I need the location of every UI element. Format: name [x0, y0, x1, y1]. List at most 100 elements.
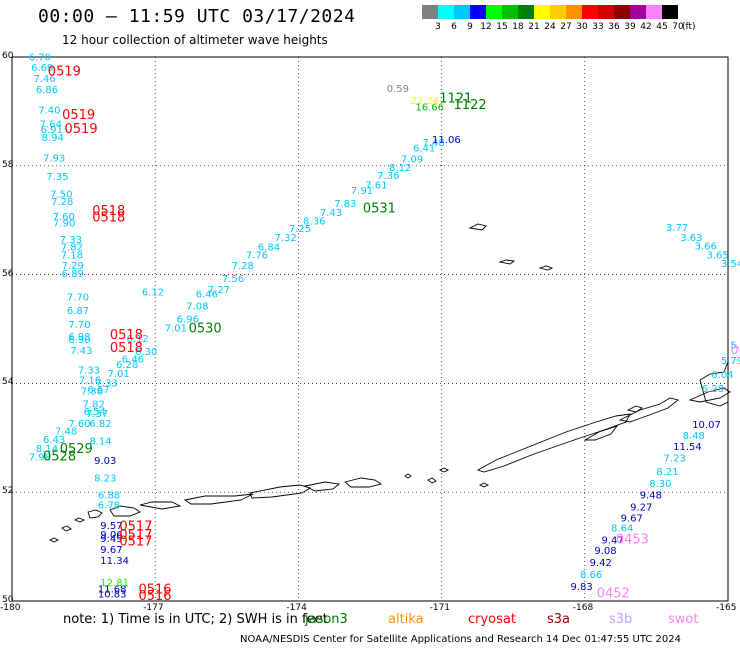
wave-height-value: 7.43	[70, 346, 92, 357]
wave-height-value: 7.90	[53, 219, 75, 230]
pass-time-label: 0517	[119, 528, 152, 543]
wave-height-value: 8.23	[94, 473, 116, 484]
wave-height-value: 7.23	[664, 454, 686, 465]
wave-height-value: 8.36	[303, 217, 325, 228]
wave-height-value: 6.87	[67, 306, 89, 317]
wave-height-value: 6.90	[68, 335, 90, 346]
scale-swatch	[534, 5, 550, 19]
scale-swatch	[438, 5, 454, 19]
scale-label: 24	[544, 22, 556, 32]
altimeter-tracks: 6.706.697.466.86 7.40 7.646.918.94 7.93 7.35…	[29, 52, 740, 604]
footnote: note: 1) Time is in UTC; 2) SWH is in fe…	[63, 612, 328, 627]
wave-height-value: 6.46	[196, 289, 218, 300]
wave-height-value: 7.82	[61, 243, 83, 254]
wave-height-value: 6.28	[116, 360, 138, 371]
pass-time-label: 0516	[138, 582, 171, 597]
latitude-label: 50	[2, 595, 14, 605]
wave-height-value: 6.91	[41, 125, 63, 136]
wave-height-value: 9.49	[100, 534, 122, 545]
wave-height-value: 3.65	[707, 250, 729, 261]
pass-time-label: 0516	[138, 589, 171, 604]
figure-title: 00:00 – 11:59 UTC 03/17/2024	[38, 6, 356, 27]
wave-height-value: 6.67	[87, 385, 109, 396]
scale-swatch	[614, 5, 630, 19]
scale-label: 39	[624, 22, 636, 32]
wave-height-value: 7.76	[246, 250, 268, 261]
wave-height-value: 7.61	[365, 181, 387, 192]
wave-height-value: 6.28	[702, 384, 724, 395]
wave-height-value: 6.41	[413, 144, 435, 155]
map-frame	[11, 56, 729, 602]
latitude-label: 56	[2, 268, 14, 279]
satellite-legend-item: altika	[388, 612, 424, 627]
latitude-label: 58	[2, 159, 14, 170]
wave-height-value: 7.16	[79, 375, 101, 386]
wave-height-value: 9.47	[602, 535, 624, 546]
satellite-legend-item: s3b	[609, 612, 633, 627]
pass-time-label: 0452	[597, 587, 630, 602]
wave-height-value: 7.33	[96, 379, 118, 390]
wave-height-value: 9.48	[640, 491, 662, 502]
scale-label: 30	[576, 22, 588, 32]
wave-height-value: 11.34	[100, 556, 129, 567]
latitude-label: 54	[2, 377, 14, 388]
latitude-label: 60	[2, 51, 14, 61]
wave-height-value: 7.83	[334, 199, 356, 210]
wave-height-value: 7.01	[165, 324, 187, 335]
pass-time-label: 0519	[48, 64, 81, 79]
pass-time-label: 0518	[110, 341, 143, 356]
figure-subtitle: 12 hour collection of altimeter wave hei…	[62, 33, 328, 47]
pass-time-label: 0518	[92, 210, 125, 225]
wave-height-value: 8.21	[656, 467, 678, 478]
satellite-legend-item: swot	[668, 612, 699, 627]
pass-time-label: 1121	[439, 92, 472, 107]
coastline	[48, 223, 731, 543]
wave-height-value: 6.89	[62, 269, 84, 280]
wave-height-value: 3.54	[721, 259, 740, 270]
pass-time-label: 0517	[119, 535, 152, 550]
longitude-label: -168	[572, 603, 594, 613]
longitude-label: -171	[429, 603, 451, 613]
wave-height-value: 7.33	[78, 366, 100, 377]
scale-label: 42	[640, 22, 652, 32]
scale-swatch	[454, 5, 470, 19]
wave-height-value: 6.96	[177, 314, 199, 325]
scale-swatch	[582, 5, 598, 19]
scale-label: 15	[496, 22, 508, 32]
wave-height-value: 7.70	[68, 320, 90, 331]
wave-height-value: 7.56	[222, 274, 244, 285]
scale-swatch	[486, 5, 502, 19]
lat-lon-grid	[11, 56, 729, 602]
wave-height-value: 6.86	[36, 85, 58, 96]
wave-height-value: 6.69	[31, 63, 53, 74]
pribilof-islands	[468, 223, 554, 271]
wave-height-value: 3.77	[666, 223, 688, 234]
wave-height-value: 7.40	[38, 106, 60, 117]
wave-height-value: 7.29	[62, 261, 84, 272]
wave-height-value: 11.06	[432, 135, 461, 146]
aleutian-islands-west	[87, 477, 383, 519]
wave-height-value: 5.31	[730, 341, 740, 352]
wave-height-value: 9.57	[100, 521, 122, 532]
scale-label: 21	[528, 22, 540, 32]
scale-swatch	[566, 5, 582, 19]
wave-height-value: 8.12	[389, 163, 411, 174]
wave-height-value: 7.64	[40, 120, 62, 131]
wave-height-value: 7.27	[208, 285, 230, 296]
longitude-label: -174	[286, 603, 307, 613]
scale-label: 33	[592, 22, 604, 32]
wave-height-value: 7.08	[186, 301, 208, 312]
wave-height-value: 0.59	[387, 84, 409, 95]
pass-time-label: 0517	[119, 519, 152, 534]
scale-label: 9	[467, 22, 473, 32]
wave-height-value: 7.48	[423, 138, 445, 149]
wave-height-value: 5.79	[721, 356, 740, 367]
wave-height-value: 8.14	[36, 444, 58, 455]
wave-height-value: 3.66	[695, 242, 717, 253]
scale-label: 18	[512, 22, 524, 32]
wave-height-value: 8.94	[42, 133, 64, 144]
longitude-label: -180	[0, 603, 21, 613]
wave-height-value: 7.18	[61, 250, 83, 261]
wave-height-value: 7.09	[401, 155, 423, 166]
pass-time-label: 0531	[363, 202, 396, 217]
